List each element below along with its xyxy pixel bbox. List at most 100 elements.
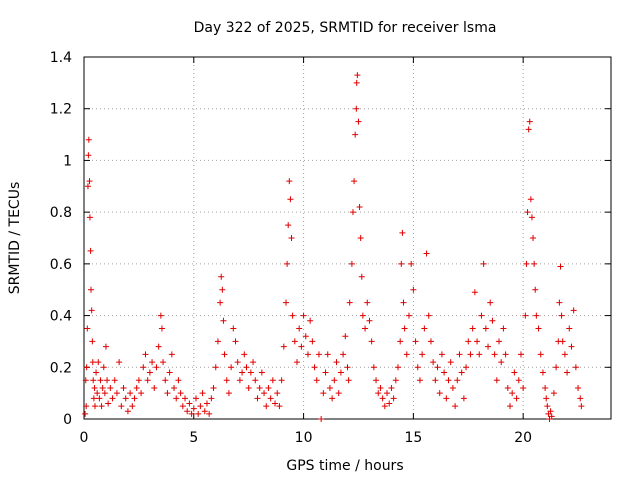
data-point xyxy=(487,299,494,306)
data-point xyxy=(91,403,98,410)
data-point xyxy=(289,312,296,319)
data-point xyxy=(291,338,298,345)
data-point xyxy=(368,338,375,345)
data-point xyxy=(210,384,217,391)
data-point xyxy=(171,384,178,391)
data-point xyxy=(398,260,405,267)
data-point xyxy=(221,351,228,358)
data-point xyxy=(296,325,303,332)
data-point xyxy=(208,395,215,402)
data-point xyxy=(129,403,136,410)
data-point xyxy=(568,343,575,350)
data-point xyxy=(144,377,151,384)
data-point xyxy=(351,178,358,185)
data-point xyxy=(467,351,474,358)
data-point xyxy=(309,338,316,345)
data-point xyxy=(286,178,293,185)
data-point xyxy=(234,359,241,366)
data-point xyxy=(283,299,290,306)
data-point xyxy=(476,351,483,358)
data-point xyxy=(311,364,318,371)
data-point xyxy=(575,384,582,391)
data-point xyxy=(480,260,487,267)
data-point xyxy=(526,118,533,125)
data-point xyxy=(149,359,156,366)
data-point xyxy=(217,299,224,306)
y-axis-label: SRMTID / TECUs xyxy=(7,182,23,295)
data-point xyxy=(293,359,300,366)
data-point xyxy=(135,377,142,384)
data-point xyxy=(511,369,518,376)
data-point xyxy=(331,377,338,384)
data-point xyxy=(220,317,227,324)
data-point xyxy=(572,364,579,371)
data-point xyxy=(250,359,257,366)
data-point xyxy=(532,286,539,293)
data-point xyxy=(100,364,107,371)
data-point xyxy=(353,79,360,86)
data-point xyxy=(95,359,102,366)
data-point xyxy=(553,364,560,371)
data-point xyxy=(304,351,311,358)
data-point xyxy=(236,377,243,384)
data-point xyxy=(214,338,221,345)
data-point xyxy=(366,317,373,324)
data-point xyxy=(559,338,566,345)
data-point xyxy=(326,384,333,391)
data-point xyxy=(230,325,237,332)
data-point xyxy=(463,364,470,371)
data-point xyxy=(223,377,230,384)
data-point xyxy=(84,183,91,190)
data-point xyxy=(192,395,199,402)
data-point xyxy=(522,312,529,319)
data-point xyxy=(245,384,252,391)
ticks: 0 0.2 0.4 0.6 0.8 1 1.2 1.4 0 5 10 15 20 xyxy=(50,50,611,446)
data-point xyxy=(388,384,395,391)
y-tick-label: 1.2 xyxy=(50,102,72,118)
data-point xyxy=(352,131,359,138)
data-point xyxy=(533,312,540,319)
data-point xyxy=(212,364,219,371)
data-point xyxy=(82,377,89,384)
data-point xyxy=(400,299,407,306)
data-point xyxy=(288,235,295,241)
data-point xyxy=(278,377,285,384)
data-point xyxy=(162,377,169,384)
data-point xyxy=(83,364,90,371)
data-point xyxy=(89,338,96,345)
data-point xyxy=(184,408,191,415)
plot-frame xyxy=(83,56,612,420)
data-point xyxy=(239,369,246,376)
data-point xyxy=(561,351,568,358)
data-point xyxy=(556,299,563,306)
data-point xyxy=(397,338,404,345)
data-point xyxy=(401,325,408,332)
y-tick-label: 1 xyxy=(63,153,72,169)
x-tick-label: 20 xyxy=(514,430,532,446)
data-point xyxy=(531,260,538,267)
data-point xyxy=(373,377,380,384)
data-point xyxy=(335,390,342,397)
data-point xyxy=(87,247,94,254)
data-point xyxy=(432,377,439,384)
data-point xyxy=(353,105,360,112)
chart-title: Day 322 of 2025, SRMTID for receiver lsm… xyxy=(194,20,497,36)
data-point xyxy=(355,118,362,125)
x-tick-label: 0 xyxy=(80,430,89,446)
data-point xyxy=(99,384,106,391)
data-point xyxy=(425,312,432,319)
x-axis-label: GPS time / hours xyxy=(286,458,403,474)
data-point xyxy=(542,384,549,391)
data-point xyxy=(564,369,571,376)
data-point xyxy=(153,364,160,371)
data-point xyxy=(274,390,281,397)
data-point xyxy=(364,299,371,306)
data-point xyxy=(287,196,294,203)
data-point xyxy=(346,299,353,306)
data-point xyxy=(88,286,95,293)
data-point xyxy=(197,403,204,410)
data-point xyxy=(528,214,535,221)
data-point xyxy=(111,377,118,384)
data-point xyxy=(412,338,419,345)
